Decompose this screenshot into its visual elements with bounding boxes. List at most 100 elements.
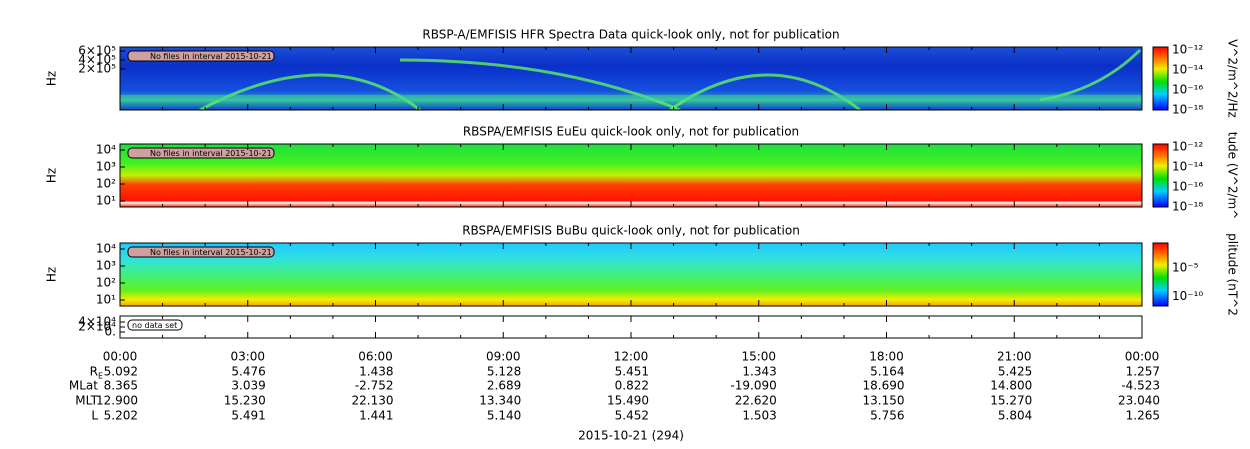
- date-label: 2015-10-21 (294): [578, 429, 684, 443]
- colorbar-label: plitude (nT^2: [1226, 233, 1240, 316]
- ephemeris-value: 15.270: [990, 394, 1032, 408]
- y-tick-label: 2×10⁵: [78, 62, 116, 76]
- y-tick-label: 4×10⁵: [78, 53, 116, 67]
- y-tick-label: 10³: [96, 259, 116, 273]
- note-box: [127, 50, 275, 62]
- panel-title: RBSPA/EMFISIS BuBu quick-look only, not …: [462, 224, 800, 238]
- ephemeris-value: 13.340: [479, 394, 521, 408]
- ephemeris-value: 15.490: [607, 394, 649, 408]
- y-axis-label: Hz: [45, 168, 59, 183]
- y-tick-label: 0.: [105, 325, 116, 339]
- panel-title: RBSP-A/EMFISIS HFR Spectra Data quick-lo…: [422, 28, 839, 42]
- ephemeris-value: 5.164: [870, 365, 904, 379]
- ephemeris-value: 5.451: [615, 365, 649, 379]
- ephemeris-value: 2.689: [487, 379, 521, 393]
- ephemeris-value: 5.452: [615, 409, 649, 423]
- note-text: No files in interval 2015-10-21: [150, 52, 272, 61]
- time-label: 09:00: [486, 350, 521, 364]
- ephemeris-value: 1.257: [1126, 365, 1160, 379]
- ephemeris-value: -4.523: [1121, 379, 1160, 393]
- ephemeris-value: 5.756: [870, 409, 904, 423]
- note-box: [127, 147, 275, 159]
- ephemeris-value: 5.140: [487, 409, 521, 423]
- time-label: 00:00: [103, 350, 138, 364]
- colorbar-tick-label: 10⁻¹²: [1172, 43, 1203, 57]
- ephemeris-value: 5.092: [104, 365, 138, 379]
- colorbar-label: V^2/m^2/Hz: [1226, 39, 1240, 118]
- spectrogram-band: [120, 95, 1142, 101]
- y-tick-label: 10²: [96, 276, 116, 290]
- ephemeris-value: 8.365: [104, 379, 138, 393]
- y-axis-label: Hz: [45, 71, 59, 86]
- colorbar-tick-label: 10⁻¹⁴: [1172, 160, 1203, 174]
- ephemeris-value: 15.230: [224, 394, 266, 408]
- ephemeris-label: MLat: [69, 379, 98, 393]
- y-tick-label: 10⁴: [96, 143, 116, 157]
- colorbar: [1152, 143, 1169, 208]
- ephemeris-value: 22.130: [352, 394, 394, 408]
- ephemeris-value: 5.202: [104, 409, 138, 423]
- note-text: No files in interval 2015-10-21: [150, 149, 272, 158]
- y-tick-label: 10²: [96, 177, 116, 191]
- note-badge: No files in interval 2015-10-21: [127, 147, 275, 159]
- ephemeris-label: L: [91, 409, 98, 423]
- time-label: 18:00: [869, 350, 904, 364]
- ephemeris-value: 5.476: [231, 365, 265, 379]
- ephemeris-value: 23.040: [1118, 394, 1160, 408]
- ephemeris-value: 1.441: [359, 409, 393, 423]
- ephemeris-label: R: [90, 365, 98, 379]
- colorbar-tick-label: 10⁻¹⁸: [1172, 200, 1203, 214]
- y-tick-label: 6×10⁵: [78, 44, 116, 58]
- colorbar-tick-label: 10⁻¹⁴: [1172, 63, 1203, 77]
- y-tick-label: 10¹: [96, 293, 116, 307]
- y-tick-label: 4×10⁴: [78, 315, 116, 329]
- ephemeris-label-sub: E: [98, 372, 103, 381]
- colorbar-tick-label: 10⁻¹⁸: [1172, 103, 1203, 117]
- ephemeris-value: 3.039: [231, 379, 265, 393]
- time-label: 06:00: [358, 350, 393, 364]
- ephemeris-value: -19.090: [730, 379, 776, 393]
- panel-title: RBSPA/EMFISIS EuEu quick-look only, not …: [463, 125, 799, 139]
- colorbar-tick-label: 10⁻¹⁶: [1172, 83, 1203, 97]
- colorbar-tick-label: 10⁻¹⁰: [1172, 289, 1203, 303]
- ephemeris-value: 5.491: [231, 409, 265, 423]
- spectrogram: [120, 243, 1142, 306]
- spectrogram-feature: [199, 73, 421, 112]
- note-text: no data set: [132, 321, 177, 330]
- note-badge: No files in interval 2015-10-21: [127, 246, 275, 258]
- note-badge: No files in interval 2015-10-21: [127, 50, 275, 62]
- y-tick-label: 10⁴: [96, 242, 116, 256]
- ephemeris-value: 1.503: [742, 409, 776, 423]
- ephemeris-value: 0.822: [615, 379, 649, 393]
- time-label: 15:00: [741, 350, 776, 364]
- y-tick-label: 10¹: [96, 194, 116, 208]
- colorbar: [1152, 242, 1169, 307]
- note-badge: no data set: [127, 319, 183, 331]
- ephemeris-value: 5.804: [998, 409, 1032, 423]
- time-label: 21:00: [997, 350, 1032, 364]
- ephemeris-value: 22.620: [735, 394, 777, 408]
- note-box: [127, 319, 183, 331]
- time-label: 12:00: [614, 350, 649, 364]
- time-label: 03:00: [230, 350, 265, 364]
- ephemeris-label: MLT: [75, 394, 98, 408]
- y-tick-label: 10³: [96, 160, 116, 174]
- ephemeris-value: 1.265: [1126, 409, 1160, 423]
- ephemeris-value: 18.690: [863, 379, 905, 393]
- colorbar: [1152, 46, 1169, 111]
- ephemeris-value: 5.128: [487, 365, 521, 379]
- ephemeris-value: 1.438: [359, 365, 393, 379]
- time-label: 00:00: [1125, 350, 1160, 364]
- colorbar-tick-label: 10⁻¹²: [1172, 140, 1203, 154]
- ephemeris-value: 14.800: [990, 379, 1032, 393]
- colorbar-tick-label: 10⁻¹⁶: [1172, 180, 1203, 194]
- note-box: [127, 246, 275, 258]
- ephemeris-value: 1.343: [742, 365, 776, 379]
- ephemeris-value: 13.150: [863, 394, 905, 408]
- colorbar-label: tude (V^2/m^: [1226, 132, 1240, 220]
- note-text: No files in interval 2015-10-21: [150, 248, 272, 257]
- ephemeris-value: -2.752: [355, 379, 394, 393]
- y-tick-label: 2×10⁴: [78, 320, 116, 334]
- y-axis-label: Hz: [45, 267, 59, 282]
